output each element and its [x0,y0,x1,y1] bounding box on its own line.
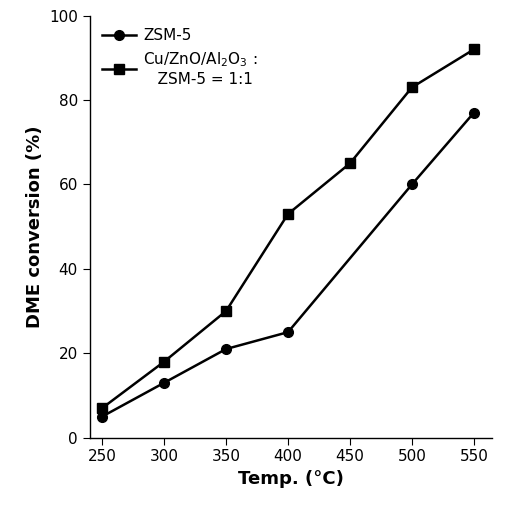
ZSM-5 [285,329,291,336]
X-axis label: Temp. (°C): Temp. (°C) [238,470,344,488]
ZSM-5 [471,109,477,116]
Legend: ZSM-5, Cu/ZnO/Al$_2$O$_3$ :
   ZSM-5 = 1:1: ZSM-5, Cu/ZnO/Al$_2$O$_3$ : ZSM-5 = 1:1 [97,23,262,91]
Cu/ZnO/Al$_2$O$_3$ :
   ZSM-5 = 1:1 [223,308,229,314]
ZSM-5 [223,346,229,352]
Cu/ZnO/Al$_2$O$_3$ :
   ZSM-5 = 1:1 [409,84,415,91]
ZSM-5 [161,380,167,386]
ZSM-5 [99,414,105,420]
Line: Cu/ZnO/Al$_2$O$_3$ :
   ZSM-5 = 1:1: Cu/ZnO/Al$_2$O$_3$ : ZSM-5 = 1:1 [97,44,479,413]
Y-axis label: DME conversion (%): DME conversion (%) [26,126,44,328]
Cu/ZnO/Al$_2$O$_3$ :
   ZSM-5 = 1:1 [161,358,167,365]
Cu/ZnO/Al$_2$O$_3$ :
   ZSM-5 = 1:1 [99,405,105,411]
Cu/ZnO/Al$_2$O$_3$ :
   ZSM-5 = 1:1 [347,160,353,166]
Cu/ZnO/Al$_2$O$_3$ :
   ZSM-5 = 1:1 [285,211,291,217]
ZSM-5 [409,181,415,188]
Cu/ZnO/Al$_2$O$_3$ :
   ZSM-5 = 1:1 [471,46,477,53]
Line: ZSM-5: ZSM-5 [97,108,479,421]
